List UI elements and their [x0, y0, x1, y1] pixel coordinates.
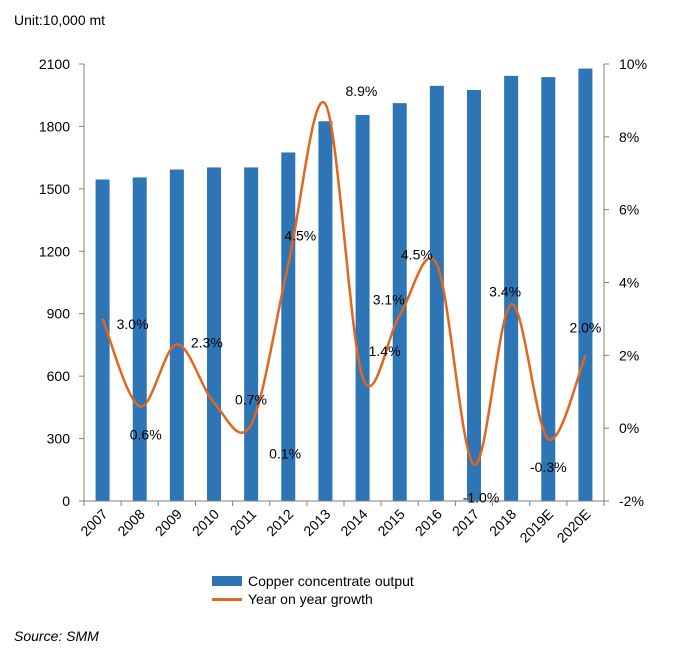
growth-label-2019E: -0.3% — [530, 459, 567, 475]
x-tick-label: 2019E — [516, 506, 556, 546]
combo-chart: 0 300 600 900 1200 1500 1800 2100 -2% 0% 2% 4% 6% 8% 1… — [39, 56, 647, 546]
bar-2008 — [132, 177, 147, 501]
legend-swatch-bar — [212, 576, 242, 586]
right-tick-label: 8% — [619, 129, 639, 145]
bar-2011 — [244, 167, 259, 501]
bars-layer — [95, 68, 593, 502]
bar-2012 — [281, 152, 296, 501]
bar-2017 — [467, 90, 481, 501]
x-tick-label: 2009 — [152, 506, 185, 539]
left-tick-label: 1200 — [39, 243, 70, 259]
bar-2016 — [429, 85, 444, 501]
x-tick-label: 2015 — [374, 506, 407, 539]
left-tick-label: 600 — [47, 368, 71, 384]
left-tick-label: 2100 — [39, 56, 70, 72]
x-tick-label: 2014 — [337, 506, 370, 539]
left-tick-label: 1800 — [39, 118, 70, 134]
bar-2020E — [578, 68, 593, 501]
x-tick-label: 2010 — [189, 506, 222, 539]
growth-label-2016: 4.5% — [401, 246, 433, 262]
growth-label-2012: 4.5% — [284, 227, 316, 243]
bar-2015 — [392, 103, 407, 502]
bar-2007 — [95, 179, 110, 501]
x-tick-label: 2011 — [227, 506, 260, 539]
x-tick-label: 2018 — [486, 506, 519, 539]
legend-swatch-line — [212, 597, 242, 601]
legend-item-bar: Copper concentrate output — [212, 572, 414, 590]
growth-label-2018: 3.4% — [489, 283, 521, 299]
right-tick-label: 2% — [619, 347, 639, 363]
growth-label-2010: 0.7% — [235, 392, 267, 408]
left-tick-label: 0 — [62, 493, 70, 509]
source-label: Source: SMM — [14, 628, 99, 644]
bar-2014 — [355, 114, 370, 501]
x-tick-label: 2013 — [300, 506, 333, 539]
growth-label-2007: 3.0% — [117, 316, 149, 332]
growth-label-2011: 0.1% — [269, 446, 301, 462]
right-tick-label: 4% — [619, 275, 639, 291]
left-tick-label: 900 — [47, 306, 71, 322]
x-tick-label: 2008 — [114, 506, 147, 539]
growth-label-2017: -1.0% — [463, 490, 500, 506]
right-tick-label: 6% — [619, 202, 639, 218]
x-tick-label: 2020E — [554, 506, 594, 546]
growth-label-2008: 0.6% — [130, 426, 162, 442]
right-tick-label: 10% — [619, 56, 647, 72]
unit-label: Unit:10,000 mt — [14, 12, 106, 28]
right-tick-label: -2% — [619, 493, 644, 509]
growth-label-2015: 3.1% — [373, 291, 405, 307]
growth-label-2009: 2.3% — [191, 334, 223, 350]
bar-2009 — [169, 169, 184, 502]
x-tick-label: 2012 — [263, 506, 296, 539]
growth-label-2013: 8.9% — [345, 83, 377, 99]
legend: Copper concentrate output Year on year g… — [212, 572, 414, 608]
left-tick-label: 300 — [47, 431, 71, 447]
line-layer — [101, 100, 587, 466]
bar-2019E — [541, 77, 556, 502]
labels-layer: 3.0% 0.6% 2.3% 0.7% 0.1% 4.5% 8.9% 1.4% 3.1% 4.5%… — [117, 83, 602, 506]
bar-2013 — [318, 121, 333, 501]
legend-label-line: Year on year growth — [248, 591, 373, 607]
growth-label-2014: 1.4% — [369, 343, 401, 359]
bar-2018 — [504, 75, 519, 502]
bar-2010 — [207, 167, 221, 501]
x-tick-label: 2017 — [449, 506, 482, 539]
left-tick-label: 1500 — [39, 181, 70, 197]
legend-label-bar: Copper concentrate output — [248, 573, 414, 589]
right-tick-label: 0% — [619, 420, 639, 436]
x-tick-label: 2016 — [412, 506, 445, 539]
legend-item-line: Year on year growth — [212, 590, 414, 608]
growth-label-2020E: 2.0% — [569, 319, 601, 335]
growth-line — [101, 100, 587, 466]
x-tick-label: 2007 — [77, 506, 110, 539]
